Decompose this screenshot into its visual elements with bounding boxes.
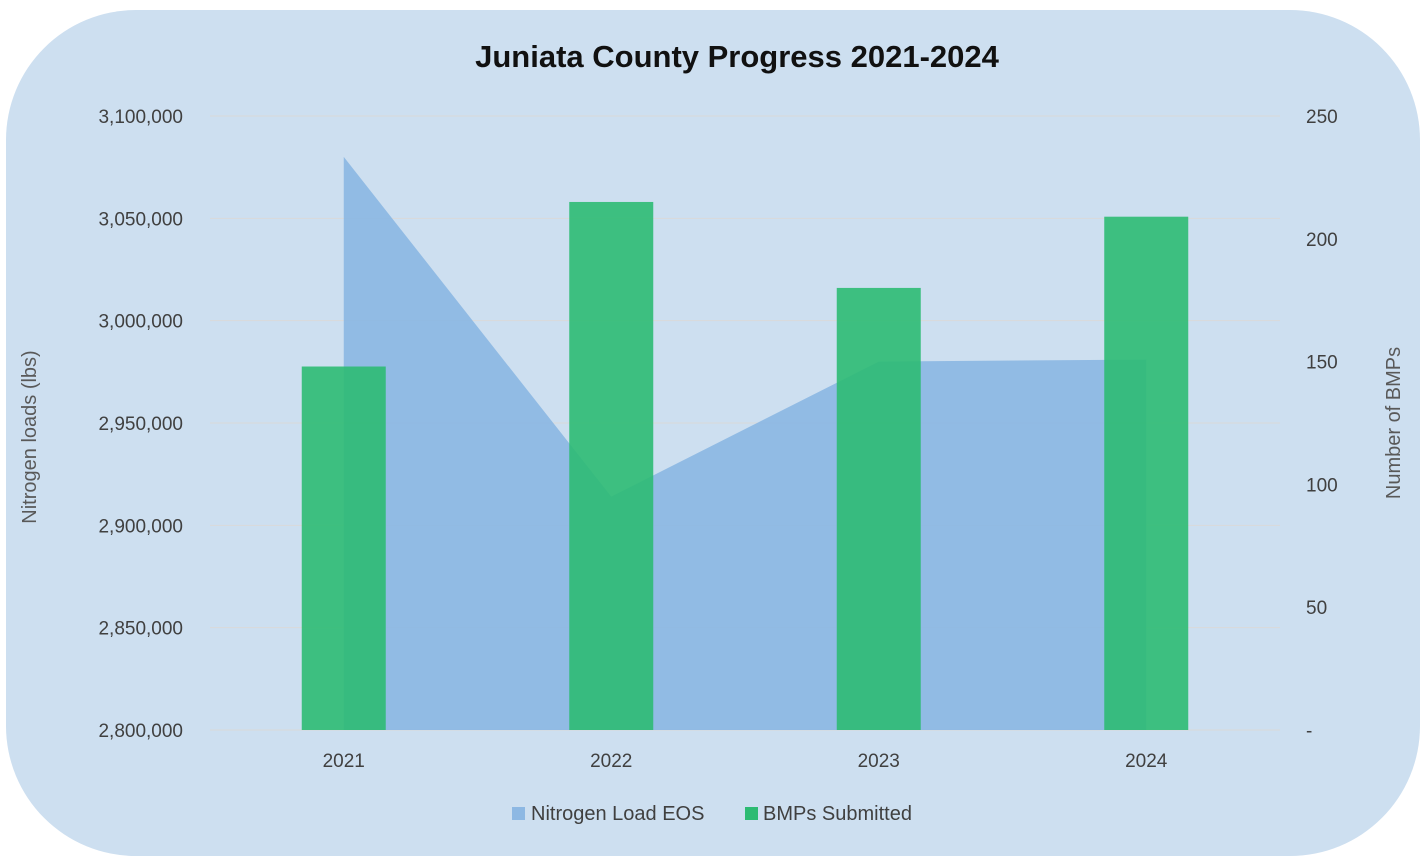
- legend-swatch-bmps: [745, 807, 758, 820]
- bar-series: [301, 201, 1189, 731]
- x-tick-label: 2023: [858, 751, 900, 772]
- left-axis-title: Nitrogen loads (lbs): [19, 350, 41, 523]
- left-tick-label: 2,900,000: [98, 516, 183, 537]
- right-tick-label: 250: [1306, 107, 1338, 128]
- right-axis-ticks: - 50 100 150 200 250: [1306, 107, 1338, 742]
- right-tick-label: -: [1306, 721, 1312, 742]
- legend-label-bmps: BMPs Submitted: [763, 803, 912, 825]
- bar-bmps-2022: [569, 201, 654, 730]
- right-tick-label: 100: [1306, 475, 1338, 496]
- x-tick-label: 2024: [1125, 751, 1168, 772]
- right-tick-label: 200: [1306, 230, 1338, 251]
- left-tick-label: 3,000,000: [98, 312, 183, 333]
- left-tick-label: 3,100,000: [98, 107, 183, 128]
- x-tick-label: 2022: [590, 751, 632, 772]
- chart-title: Juniata County Progress 2021-2024: [475, 39, 1000, 74]
- x-axis-ticks: 2021 2022 2023 2024: [323, 751, 1168, 772]
- right-tick-label: 50: [1306, 598, 1327, 619]
- x-tick-label: 2021: [323, 751, 365, 772]
- left-axis-ticks: 2,800,000 2,850,000 2,900,000 2,950,000 3,00…: [98, 107, 183, 742]
- bar-bmps-2023: [836, 287, 921, 730]
- left-tick-label: 2,950,000: [98, 414, 183, 435]
- right-axis-title: Number of BMPs: [1383, 347, 1405, 499]
- left-tick-label: 3,050,000: [98, 209, 183, 230]
- right-tick-label: 150: [1306, 353, 1338, 374]
- bar-bmps-2024: [1104, 216, 1189, 731]
- bar-bmps-2021: [301, 366, 386, 730]
- area-nitrogen-load: [343, 156, 1147, 730]
- area-series: [343, 156, 1147, 730]
- legend: Nitrogen Load EOS BMPs Submitted: [512, 803, 912, 825]
- legend-label-nitrogen: Nitrogen Load EOS: [531, 803, 704, 825]
- left-tick-label: 2,850,000: [98, 619, 183, 640]
- legend-swatch-nitrogen: [512, 807, 525, 820]
- left-tick-label: 2,800,000: [98, 721, 183, 742]
